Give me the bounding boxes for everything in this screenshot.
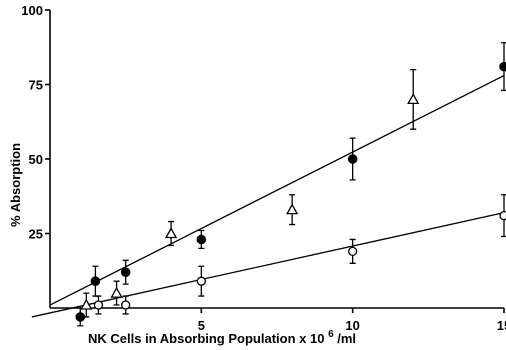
y-axis-title: % Absorption (8, 143, 23, 227)
data-point-filled-circle-4 (347, 154, 358, 164)
data-markers (75, 61, 506, 322)
data-point-open-circle-1 (121, 300, 131, 310)
y-tick-label-100: 100 (21, 3, 43, 18)
fit-lines (31, 74, 505, 318)
data-point-filled-circle-5 (499, 61, 506, 72)
data-point-open-triangle-1 (110, 286, 123, 298)
data-point-open-circle-2 (196, 276, 206, 286)
x-tick-label-10: 10 (345, 318, 359, 333)
data-point-open-triangle-2 (164, 227, 178, 239)
data-point-open-triangle-3 (286, 203, 299, 215)
x-tick-label-15: 15 (497, 318, 506, 333)
fit-line-open-circle (31, 212, 505, 318)
x-tick-label-5: 5 (198, 318, 205, 333)
data-point-filled-circle-1 (90, 276, 101, 286)
y-tick-label-75: 75 (29, 78, 43, 93)
data-point-open-circle-3 (348, 246, 358, 257)
data-point-filled-circle-0 (75, 312, 86, 322)
data-point-open-triangle-0 (80, 298, 93, 310)
data-point-open-triangle-4 (407, 93, 420, 105)
x-axis-title-unit: /ml (337, 331, 356, 346)
data-point-open-circle-4 (499, 210, 506, 221)
y-tick-label-25: 25 (29, 227, 43, 242)
y-tick-label-50: 50 (29, 152, 43, 167)
fit-line-filled-circle (49, 74, 505, 306)
data-point-open-circle-0 (93, 300, 104, 310)
x-axis-title: NK Cells in Absorbing Population x 10 6 … (88, 325, 356, 346)
x-axis-title-main: NK Cells in Absorbing Population x 10 (88, 331, 324, 346)
data-point-filled-circle-3 (196, 234, 207, 245)
error-bars (77, 42, 506, 327)
x-axis-title-exponent: 6 (328, 329, 334, 340)
data-point-filled-circle-2 (120, 267, 131, 278)
axis-ticks: 5 10 15 25 50 75 100 (21, 3, 506, 333)
